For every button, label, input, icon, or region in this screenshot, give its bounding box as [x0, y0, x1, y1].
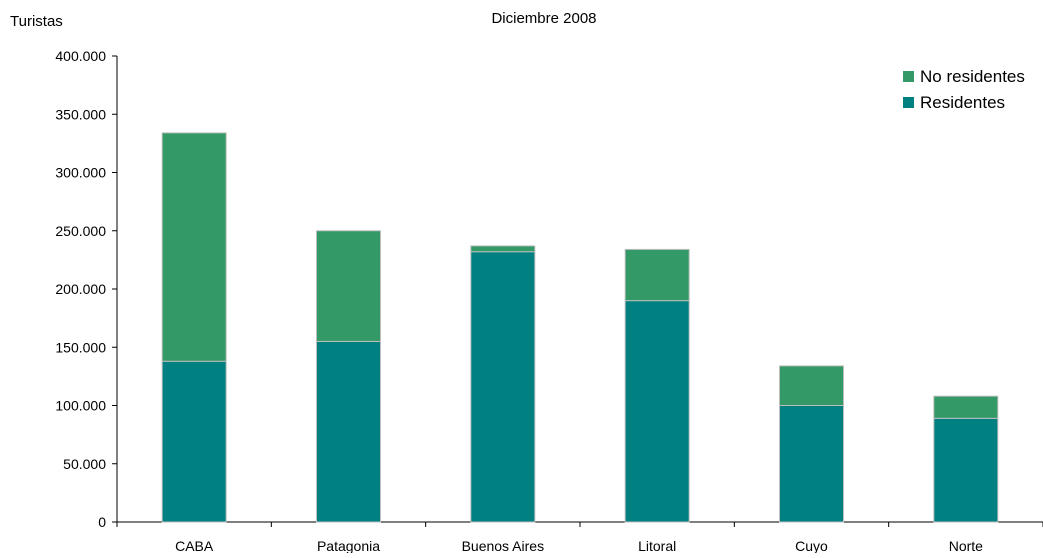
legend: No residentes Residentes: [903, 67, 1025, 112]
legend-label: Residentes: [920, 93, 1005, 112]
bar-residentes: [933, 417, 999, 523]
x-tick-label: CABA: [175, 538, 214, 553]
x-tick-label: Norte: [949, 538, 983, 553]
y-tick-label: 200.000: [55, 281, 106, 297]
bar-no-residentes: [779, 365, 844, 407]
bar-no-residentes: [624, 248, 690, 302]
bar-residentes: [779, 405, 844, 523]
y-tick-label: 250.000: [55, 223, 106, 239]
chart-title: Diciembre 2008: [491, 10, 596, 27]
y-tick-label: 350.000: [55, 106, 106, 122]
legend-label: No residentes: [920, 67, 1025, 86]
y-tick-label: 300.000: [55, 165, 106, 181]
legend-swatch: [903, 71, 914, 82]
bar-no-residentes: [316, 230, 381, 342]
bar-no-residentes: [161, 132, 227, 362]
y-tick-label: 100.000: [55, 398, 106, 414]
bar-residentes: [624, 300, 690, 523]
y-tick-label: 50.000: [63, 456, 106, 472]
x-tick-label: Litoral: [638, 538, 676, 553]
bars: [161, 132, 999, 523]
bar-residentes: [161, 360, 227, 523]
x-tick-label: Cuyo: [795, 538, 828, 553]
y-tick-label: 400.000: [55, 48, 106, 64]
x-tick-label: Buenos Aires: [462, 538, 545, 553]
y-tick-label: 150.000: [55, 339, 106, 355]
bar-residentes: [470, 251, 536, 523]
bar-no-residentes: [933, 395, 999, 419]
x-tick-label: Patagonia: [317, 538, 380, 553]
legend-swatch: [903, 97, 914, 108]
bar-no-residentes: [470, 245, 536, 253]
axes: 0 50.000 100.000 150.000 200.000 250.000 300.0…: [55, 48, 1043, 554]
y-tick-label: 0: [98, 514, 106, 530]
y-axis-label: Turistas: [10, 13, 63, 30]
bar-residentes: [316, 340, 381, 523]
